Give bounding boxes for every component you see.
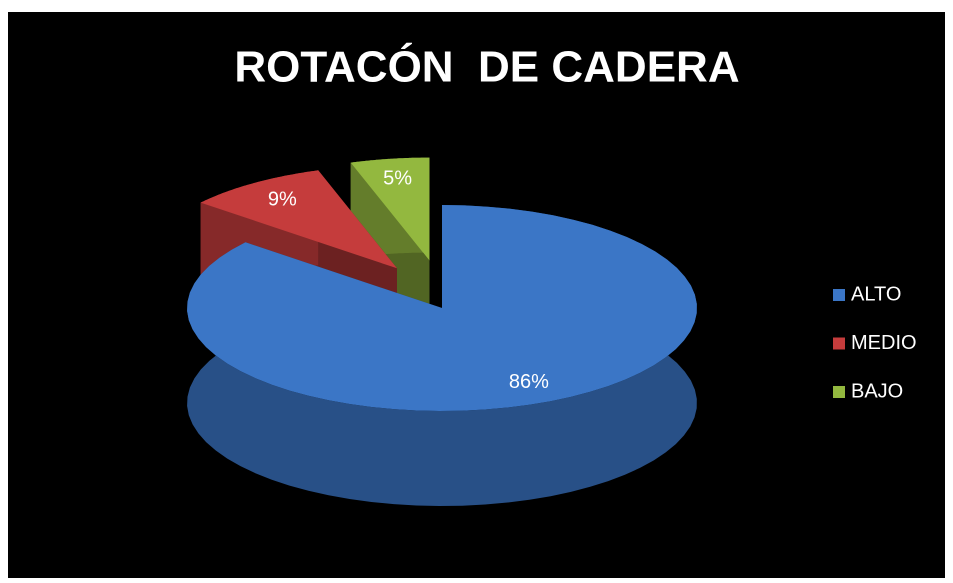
pie-slice <box>187 205 697 506</box>
legend-swatch <box>833 337 845 350</box>
data-label: 9% <box>268 188 297 210</box>
legend-label: ALTO <box>851 283 901 305</box>
data-label: 86% <box>509 371 549 393</box>
legend-label: BAJO <box>851 380 903 402</box>
legend-swatch <box>833 289 845 301</box>
slice-top <box>350 157 430 261</box>
chart-title: ROTACÓN DE CADERA <box>234 42 739 92</box>
legend-swatch <box>833 386 845 398</box>
slice-top <box>200 170 397 269</box>
legend-label: MEDIO <box>851 332 917 354</box>
slice-top <box>187 205 697 411</box>
data-label: 5% <box>383 167 412 189</box>
